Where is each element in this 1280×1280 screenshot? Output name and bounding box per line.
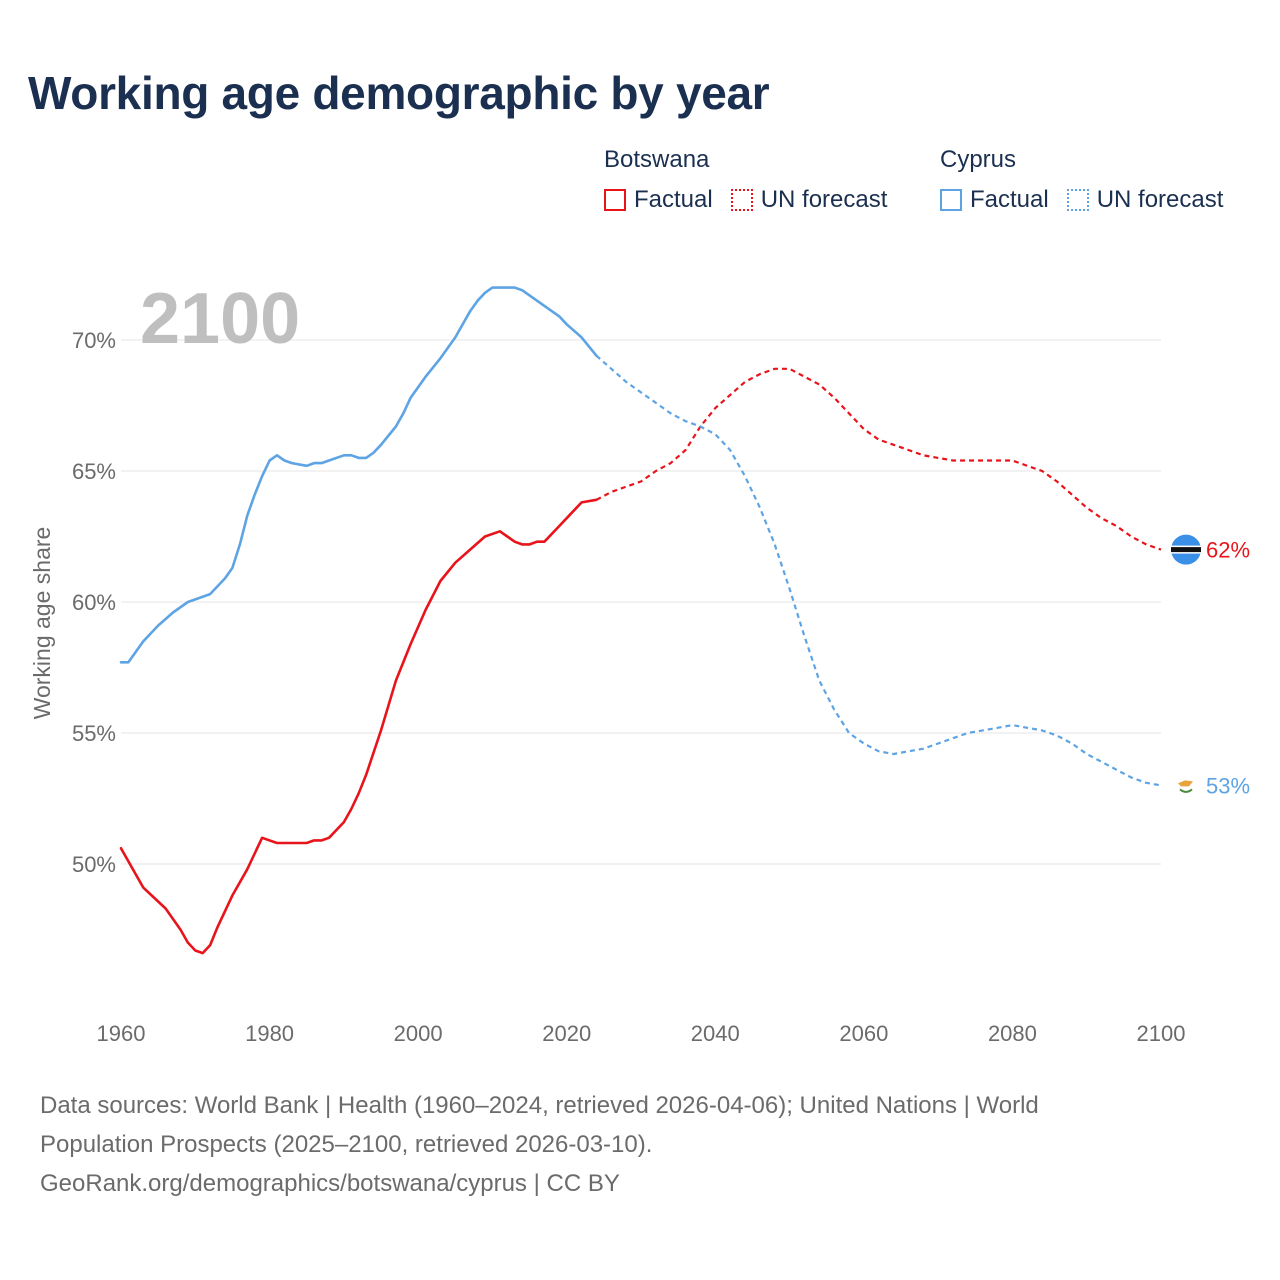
x-tick-label: 2040 bbox=[691, 1021, 740, 1046]
botswana-flag-icon bbox=[1171, 534, 1201, 565]
series-lines bbox=[119, 286, 1162, 955]
source-line: Population Prospects (2025–2100, retriev… bbox=[40, 1131, 653, 1158]
x-tick-label: 2060 bbox=[839, 1021, 888, 1046]
legend-country-cyprus: Cyprus bbox=[940, 146, 1017, 173]
legend-item-cyprus-factual[interactable]: Factual bbox=[940, 186, 1049, 214]
legend-label: UN forecast bbox=[760, 186, 888, 213]
y-tick-label: 65% bbox=[72, 459, 116, 484]
axis-ticks: 50% 55% 60% 65% 70% 1960 1980 2000 2020 2040 2060 2… bbox=[72, 328, 1186, 1046]
x-tick-label: 2080 bbox=[988, 1021, 1037, 1046]
legend-label: UN forecast bbox=[1096, 186, 1224, 213]
data-sources: Data sources: World Bank | Health (1960–… bbox=[40, 1086, 1160, 1203]
flag-island bbox=[1178, 780, 1193, 787]
legend-item-cyprus-forecast[interactable]: UN forecast bbox=[1066, 186, 1224, 214]
series-line-botswana-factual bbox=[119, 498, 598, 955]
source-line: Data sources: World Bank | Health (1960–… bbox=[40, 1092, 1039, 1119]
legend-item-botswana-forecast[interactable]: UN forecast bbox=[730, 186, 888, 214]
flag-olive-branches bbox=[1179, 788, 1193, 793]
legend-item-botswana-factual[interactable]: Factual bbox=[604, 186, 713, 214]
legend-label: Factual bbox=[634, 186, 713, 213]
legend-cyprus: Cyprus Factual UN forecast bbox=[940, 146, 1241, 214]
current-year-label: 2100 bbox=[140, 279, 300, 359]
y-axis-label: Working age share bbox=[29, 527, 55, 720]
series-line-cyprus-forecast bbox=[595, 354, 1162, 787]
legend-swatch-dotted bbox=[730, 189, 753, 211]
legend-country-botswana: Botswana bbox=[604, 146, 710, 173]
grid-lines bbox=[121, 339, 1161, 865]
end-label-botswana: 62% bbox=[1206, 538, 1250, 563]
chart-title: Working age demographic by year bbox=[28, 67, 770, 119]
x-tick-label: 2000 bbox=[394, 1021, 443, 1046]
y-tick-label: 55% bbox=[72, 721, 116, 746]
cyprus-flag-icon bbox=[1175, 774, 1197, 797]
legend-swatch-solid bbox=[940, 189, 962, 211]
end-markers: 62% 53% bbox=[1171, 534, 1250, 798]
y-tick-label: 50% bbox=[72, 852, 116, 877]
flag-band bbox=[1171, 547, 1201, 553]
legend-swatch-dotted bbox=[1066, 189, 1089, 211]
y-tick-label: 70% bbox=[72, 328, 116, 353]
line-chart: 2100 50% 55% 60% 65% 70% 1960 1980 2000 2020 2040… bbox=[29, 279, 1250, 1046]
series-line-botswana-forecast bbox=[595, 367, 1162, 551]
legend-swatch-solid bbox=[604, 189, 626, 211]
x-tick-label: 1980 bbox=[245, 1021, 294, 1046]
source-link[interactable]: GeoRank.org/demographics/botswana/cyprus… bbox=[40, 1170, 620, 1197]
legend-botswana: Botswana Factual UN forecast bbox=[604, 146, 905, 214]
x-tick-label: 2100 bbox=[1137, 1021, 1186, 1046]
end-label-cyprus: 53% bbox=[1206, 773, 1250, 798]
legend-label: Factual bbox=[970, 186, 1049, 213]
x-tick-label: 2020 bbox=[542, 1021, 591, 1046]
y-tick-label: 60% bbox=[72, 590, 116, 615]
series-line-cyprus-factual bbox=[119, 286, 598, 664]
x-tick-label: 1960 bbox=[97, 1021, 146, 1046]
